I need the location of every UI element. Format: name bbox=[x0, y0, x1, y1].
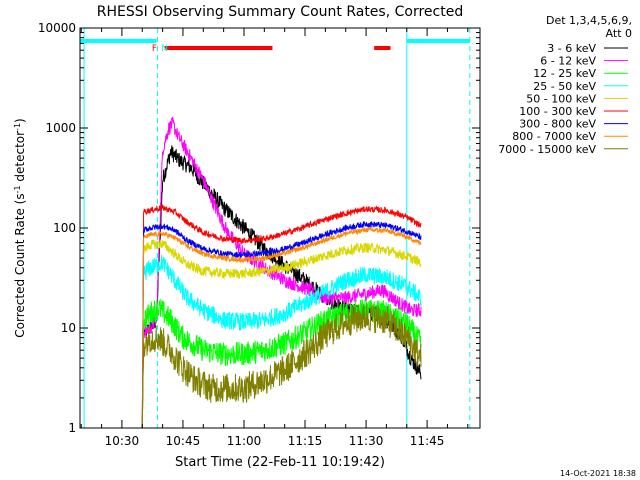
x-tick-label: 11:45 bbox=[410, 434, 445, 448]
y-axis-label-mid: detector bbox=[13, 131, 27, 186]
x-tick-label: 10:30 bbox=[105, 434, 140, 448]
legend-label-5: 100 - 300 keV bbox=[519, 105, 596, 118]
y-tick-label: 10 bbox=[61, 321, 76, 335]
y-tick-label: 1000 bbox=[45, 121, 76, 135]
x-tick-label: 11:00 bbox=[227, 434, 262, 448]
series-line-6 bbox=[141, 221, 422, 428]
series-line-3 bbox=[141, 255, 422, 428]
legend-label-8: 7000 - 15000 keV bbox=[498, 143, 596, 156]
series-line-7 bbox=[141, 226, 422, 428]
legend-label-7: 800 - 7000 keV bbox=[512, 130, 596, 143]
y-axis-label-exp1: -1 bbox=[13, 185, 22, 193]
y-axis-label: Corrected Count Rate (s-1 detector-1) bbox=[13, 118, 28, 337]
x-tick-label: 11:15 bbox=[288, 434, 323, 448]
y-axis-label-end: ) bbox=[13, 118, 27, 123]
legend-label-6: 300 - 800 keV bbox=[519, 118, 596, 131]
legend-label-1: 6 - 12 keV bbox=[540, 55, 596, 68]
x-axis-label: Start Time (22-Feb-11 10:19:42) bbox=[175, 455, 385, 470]
legend-label-3: 25 - 50 keV bbox=[533, 80, 596, 93]
y-tick-label: 1 bbox=[68, 421, 76, 435]
flag-marker-label: F bbox=[152, 44, 157, 54]
x-tick-label: 10:45 bbox=[166, 434, 201, 448]
series-line-8 bbox=[141, 303, 422, 428]
y-axis-label-main: Corrected Count Rate (s bbox=[13, 193, 27, 337]
y-tick-label: 10000 bbox=[38, 21, 76, 35]
series-line-4 bbox=[141, 239, 422, 428]
x-tick-label: 11:30 bbox=[349, 434, 384, 448]
legend-label-4: 50 - 100 keV bbox=[526, 92, 596, 105]
legend-label-2: 12 - 25 keV bbox=[533, 67, 596, 80]
y-axis-label-exp2: -1 bbox=[13, 123, 22, 131]
y-tick-label: 100 bbox=[53, 221, 76, 235]
series-line-5 bbox=[141, 204, 422, 428]
chart-title: RHESSI Observing Summary Count Rates, Co… bbox=[97, 4, 463, 20]
flag-marker-label: N bbox=[161, 44, 168, 54]
legend-label-0: 3 - 6 keV bbox=[547, 42, 596, 55]
series-line-1 bbox=[141, 116, 422, 428]
legend-header-detectors: Det 1,3,4,5,6,9, bbox=[546, 14, 632, 27]
footer-date: 14-Oct-2021 18:38 bbox=[560, 469, 636, 478]
legend-header-attenuator: Att 0 bbox=[606, 27, 632, 40]
